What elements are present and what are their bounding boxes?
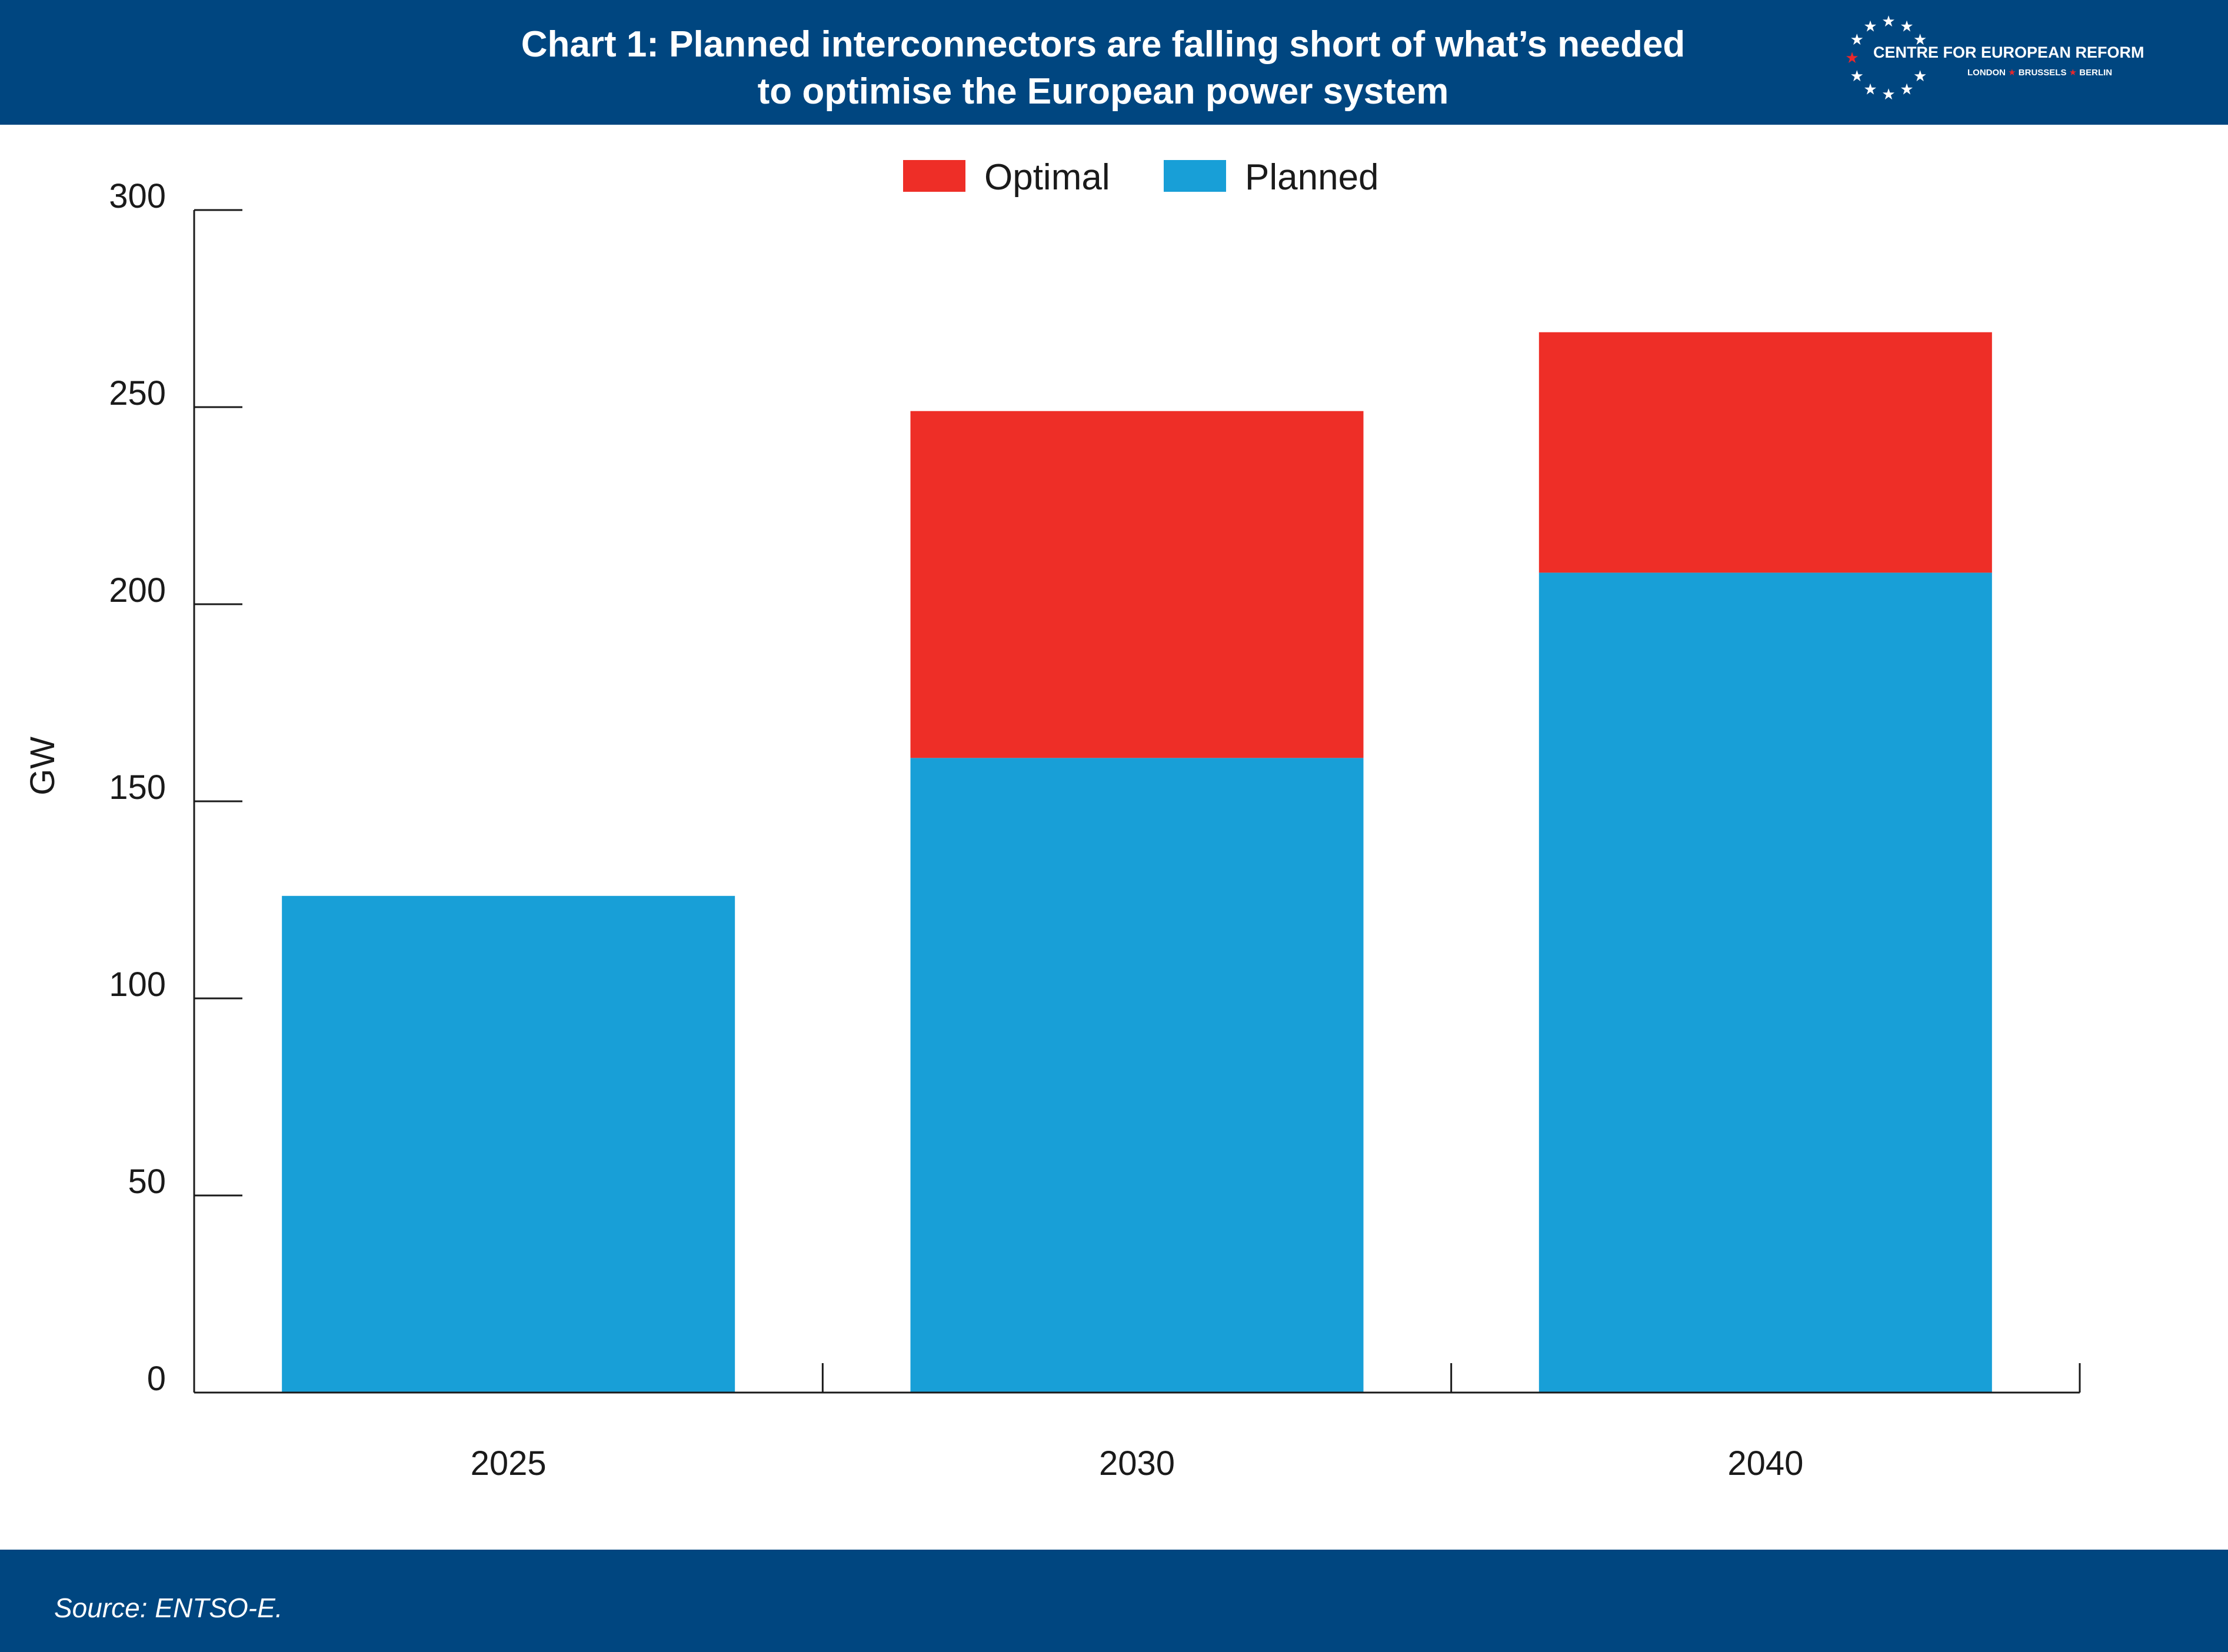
y-tick-label-200: 200	[109, 571, 166, 609]
cer-logo: ★ ★ ★ ★ ★ ★ ★ ★ ★ ★ ★ CENTRE FOR EUROPEAN REFORM L…	[1841, 11, 2218, 105]
bar-planned-2025	[282, 895, 735, 1393]
eu-stars-icon: ★ ★★★★★★★★★★	[1845, 12, 1927, 103]
logo-star-icon: ★	[1900, 81, 1913, 98]
chart-title-line-1: Chart 1: Planned interconnectors are fal…	[521, 24, 1686, 65]
y-tick-label-50: 50	[128, 1163, 166, 1201]
chart-header: Chart 1: Planned interconnectors are fal…	[0, 0, 2228, 125]
logo-city-london: LONDON	[1967, 68, 2006, 78]
stacked-bar-chart: Optimal Planned 2025 2030 20400501001502002…	[24, 157, 2081, 1483]
x-tick-label-2025: 2025	[471, 1444, 547, 1483]
bar-optimal-2030	[910, 411, 1364, 758]
y-tick-label-100: 100	[109, 965, 166, 1004]
logo-name: CENTRE FOR EUROPEAN REFORM	[1873, 44, 2144, 61]
y-tick-label-250: 250	[109, 374, 166, 412]
y-tick-label-0: 0	[147, 1360, 166, 1398]
logo-star-icon: ★	[1913, 31, 1927, 48]
chart-title: Chart 1: Planned interconnectors are fal…	[412, 21, 1794, 115]
legend-swatch-optimal	[903, 160, 965, 192]
bar-optimal-2040	[1538, 332, 1992, 573]
legend-label-optimal: Optimal	[984, 157, 1110, 198]
y-axis-title: GW	[24, 737, 62, 795]
y-tick-label-150: 150	[109, 768, 166, 807]
chart-legend: Optimal Planned	[903, 157, 1379, 198]
bar-planned-2030	[910, 758, 1364, 1393]
logo-star-icon: ★	[1850, 31, 1864, 48]
logo-star-icon: ★	[1850, 67, 1864, 85]
logo-star-icon: ★	[1900, 17, 1913, 35]
y-tick-label-300: 300	[109, 177, 166, 215]
logo-star-icon: ★	[1845, 49, 1859, 66]
chart-footer: Source: ENTSO-E.	[0, 1550, 2228, 1652]
legend-label-planned: Planned	[1245, 157, 1379, 198]
x-tick-label-2030: 2030	[1099, 1444, 1175, 1483]
logo-star-icon: ★	[1881, 85, 1895, 103]
bar-planned-2040	[1538, 572, 1992, 1393]
chart-title-line-2: to optimise the European power system	[757, 71, 1449, 112]
source-note: Source: ENTSO-E.	[54, 1593, 283, 1623]
axes: 2025 2030 2040 0 50 100 150 200 250 300 GW	[24, 177, 2081, 1483]
logo-star-separator-icon: ★	[2008, 68, 2016, 78]
logo-city-berlin: BERLIN	[2079, 68, 2113, 78]
logo-star-icon: ★	[1863, 17, 1877, 35]
logo-star-icon: ★	[1913, 67, 1927, 85]
legend-swatch-planned	[1164, 160, 1226, 192]
logo-star-icon: ★	[1863, 81, 1877, 98]
logo-star-separator-icon: ★	[2069, 68, 2077, 78]
x-tick-label-2040: 2040	[1727, 1444, 1803, 1483]
bars	[282, 332, 1992, 1393]
logo-cities: LONDON ★ BRUSSELS ★ BERLIN	[1967, 67, 2112, 78]
logo-star-icon: ★	[1881, 12, 1895, 30]
logo-city-brussels: BRUSSELS	[2018, 68, 2067, 78]
